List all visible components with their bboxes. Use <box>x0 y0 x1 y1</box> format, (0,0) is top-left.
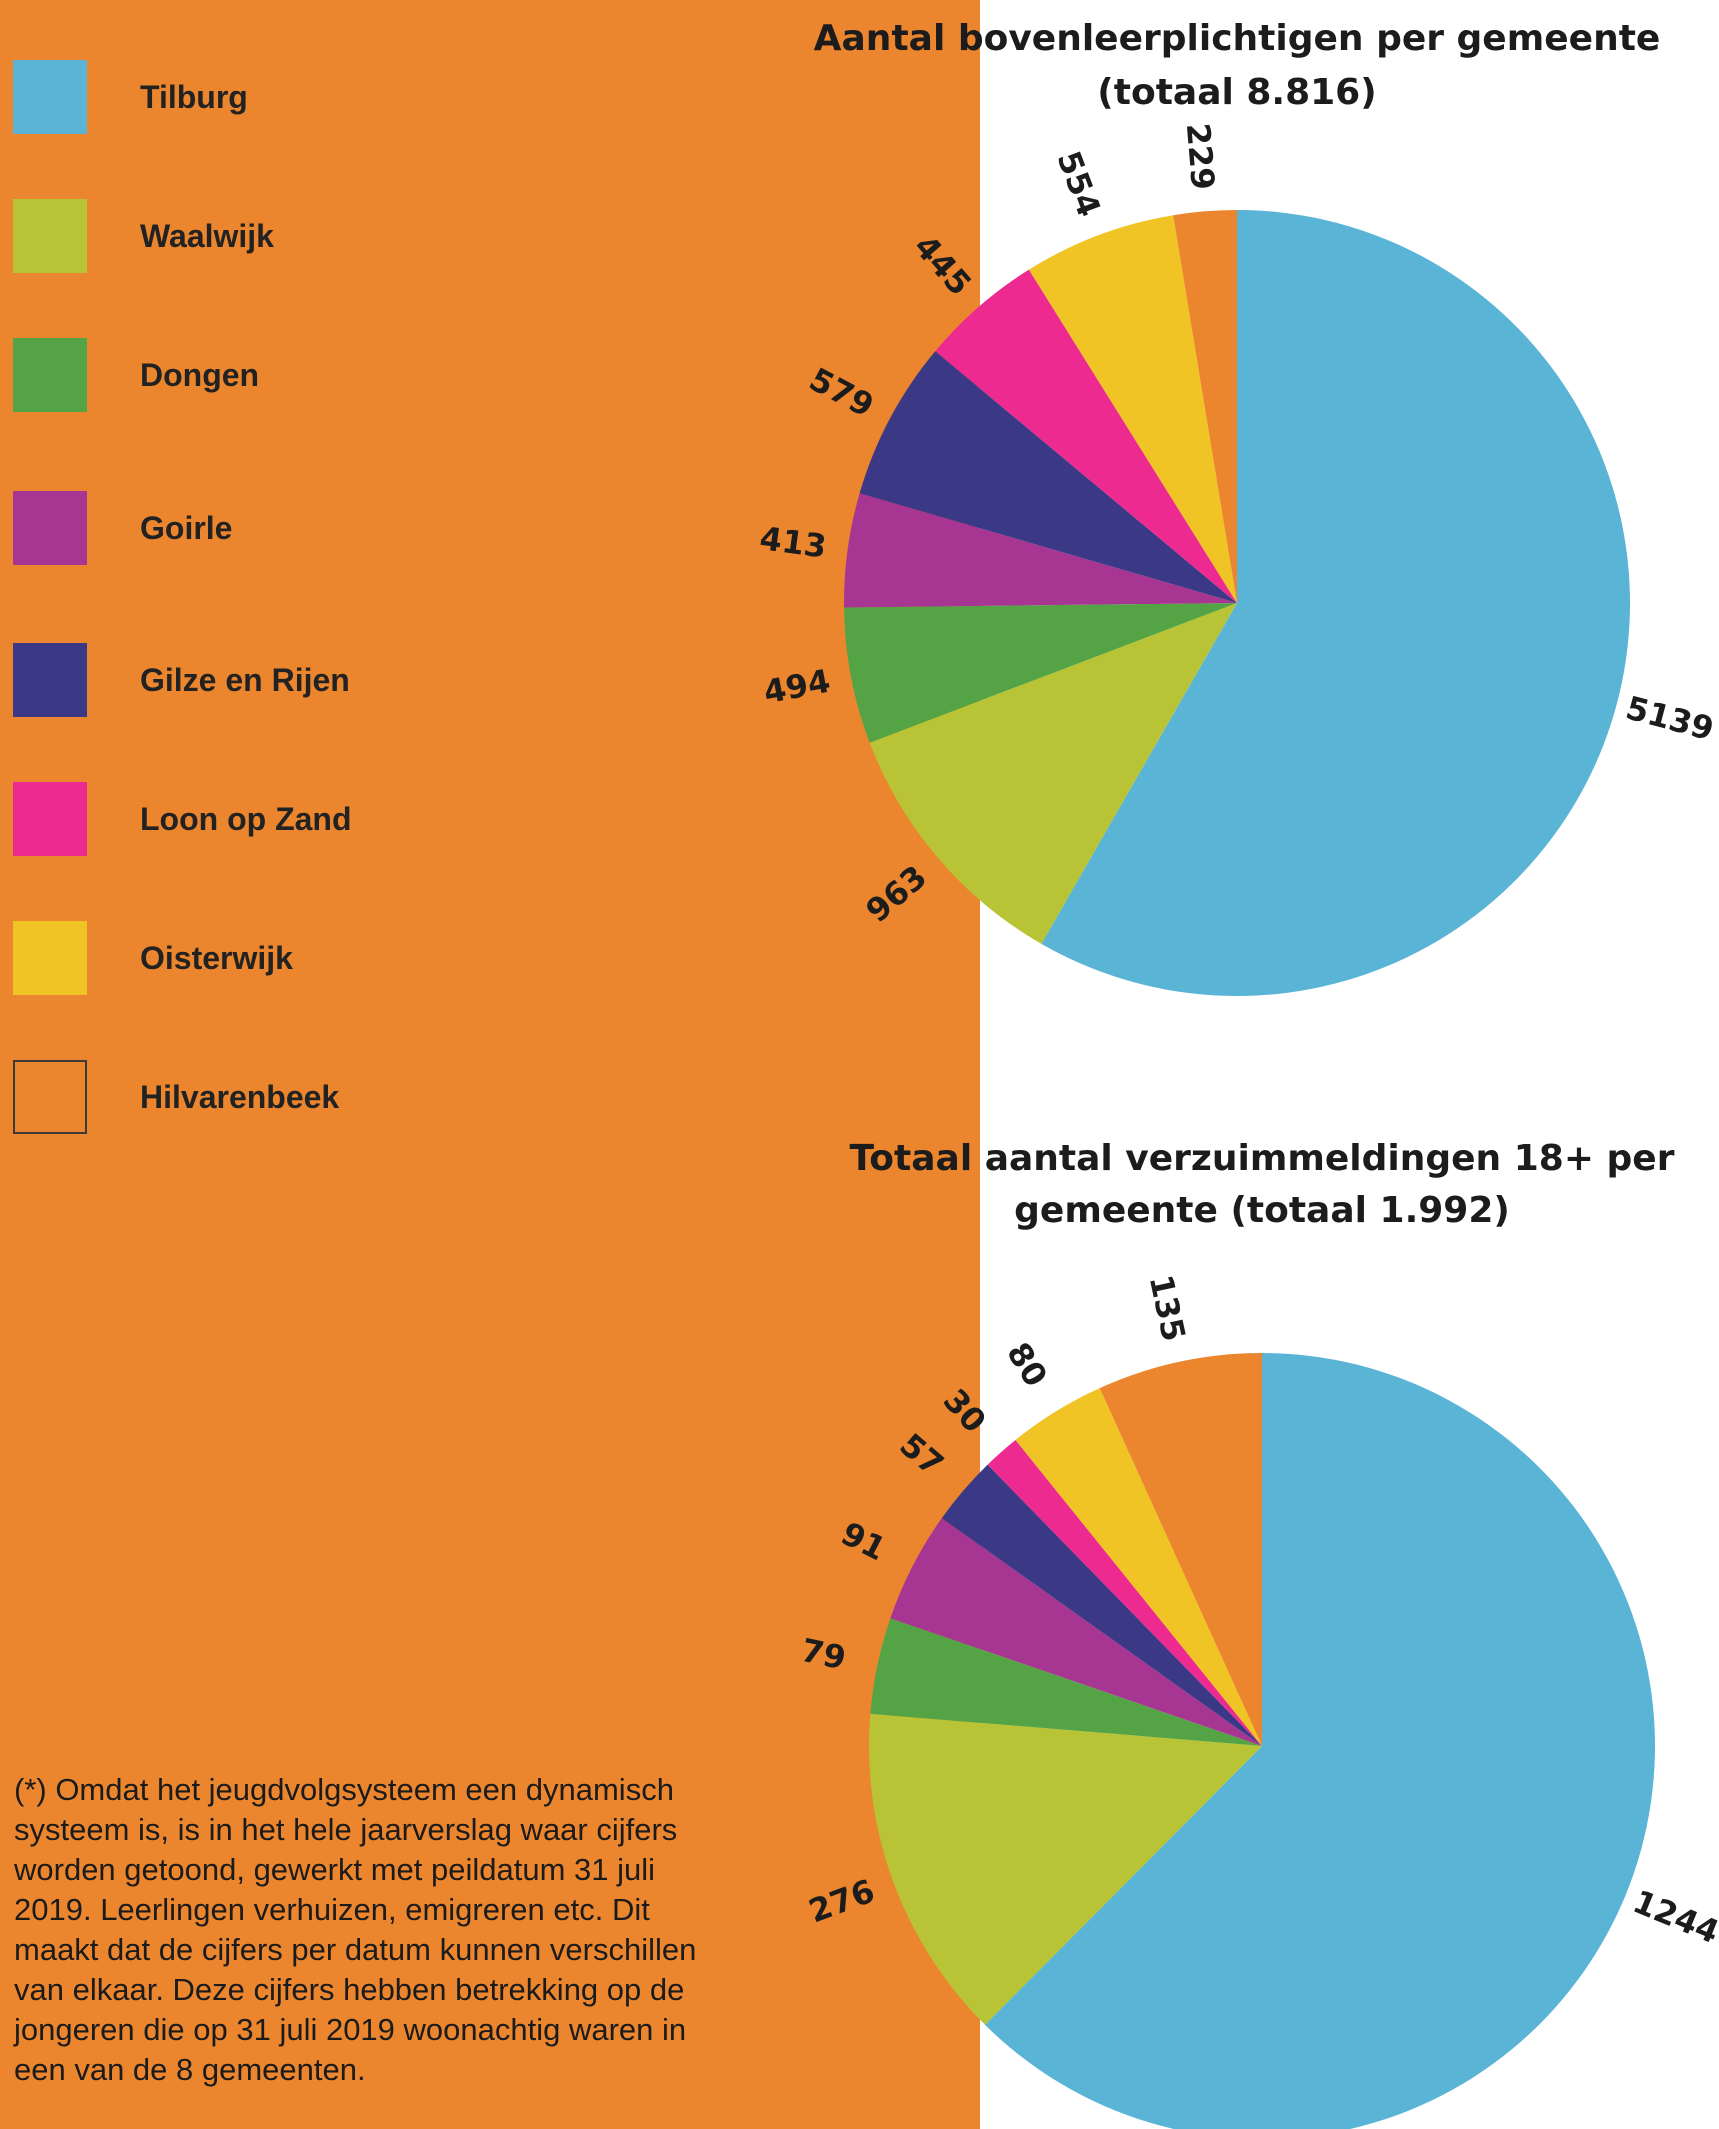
pie-slice <box>1028 215 1237 603</box>
legend-label: Hilvarenbeek <box>140 1079 340 1115</box>
legend-swatch <box>13 921 87 995</box>
slice-value-label: 79 <box>798 1631 849 1677</box>
slice-value-label: 80 <box>999 1336 1055 1394</box>
pie-slice <box>1041 210 1630 996</box>
slice-value-label: 5139 <box>1622 689 1718 749</box>
legend-item: Gilze en Rijen <box>13 643 613 717</box>
slice-value-label: 135 <box>1142 1271 1193 1344</box>
chart-title: Totaal aantal verzuimmeldingen 18+ per <box>850 1138 1675 1179</box>
legend-item: Dongen <box>13 338 613 412</box>
legend-swatch <box>13 338 87 412</box>
slice-value-label: 91 <box>835 1514 892 1568</box>
legend-label: Waalwijk <box>140 218 274 254</box>
chart-title: gemeente (totaal 1.992) <box>1014 1190 1510 1231</box>
slice-value-label: 276 <box>804 1872 880 1931</box>
legend-swatch <box>13 491 87 565</box>
chart-title: (totaal 8.816) <box>1097 72 1376 113</box>
slice-value-label: 1244 <box>1628 1882 1719 1951</box>
orange-background-panel <box>0 0 980 2129</box>
pie-slice <box>941 1464 1262 1746</box>
legend-item: Waalwijk <box>13 199 613 273</box>
legend-swatch <box>13 782 87 856</box>
legend-swatch <box>13 643 87 717</box>
legend-swatch <box>13 60 87 134</box>
pie-slice <box>869 603 1237 944</box>
legend-label: Dongen <box>140 357 260 393</box>
slice-value-label: 579 <box>803 360 880 425</box>
legend-swatch <box>13 1060 87 1134</box>
slice-value-label: 30 <box>936 1382 994 1441</box>
legend-label: Tilburg <box>140 79 248 115</box>
slice-value-label: 963 <box>859 858 934 930</box>
pie-slice <box>1099 1353 1262 1746</box>
legend-label: Loon op Zand <box>140 801 352 837</box>
legend-label: Gilze en Rijen <box>140 662 350 698</box>
pie-slice <box>984 1353 1655 2129</box>
pie-slice <box>859 351 1237 603</box>
slice-value-label: 413 <box>757 519 828 566</box>
legend-item: Goirle <box>13 491 613 565</box>
pie-slice <box>844 493 1237 608</box>
pie-slice <box>870 1618 1262 1746</box>
legend-label: Goirle <box>140 510 233 546</box>
pie-chart: Totaal aantal verzuimmeldingen 18+ per ge… <box>798 1138 1719 2129</box>
pie-slice <box>868 1713 1262 2025</box>
footnote: (*) Omdat het jeugdvolgsysteem een dynam… <box>14 1772 697 2087</box>
legend-item: Oisterwijk <box>13 921 613 995</box>
pie-slice <box>935 269 1237 603</box>
pie-slice <box>890 1518 1262 1746</box>
legend-item: Hilvarenbeek <box>13 1060 613 1134</box>
legend-label: Oisterwijk <box>140 940 293 976</box>
legend-item: Tilburg <box>13 60 613 134</box>
pie-chart: Aantal bovenleerplichtigen per gemeente (… <box>757 18 1718 996</box>
legend: Tilburg Waalwijk Dongen Goirle Gilze en Rije… <box>0 0 980 1150</box>
legend-swatch <box>13 199 87 273</box>
slice-value-label: 229 <box>1179 122 1222 192</box>
slice-value-label: 554 <box>1049 146 1108 222</box>
slice-value-label: 57 <box>892 1426 951 1484</box>
legend-item: Loon op Zand <box>13 782 613 856</box>
pie-slice <box>1015 1388 1262 1746</box>
pie-slice <box>844 603 1237 743</box>
slice-value-label: 494 <box>760 662 833 712</box>
pie-slice <box>1173 210 1237 603</box>
slice-value-label: 445 <box>906 228 979 303</box>
pie-slice <box>987 1439 1262 1746</box>
chart-title: Aantal bovenleerplichtigen per gemeente <box>814 18 1661 59</box>
